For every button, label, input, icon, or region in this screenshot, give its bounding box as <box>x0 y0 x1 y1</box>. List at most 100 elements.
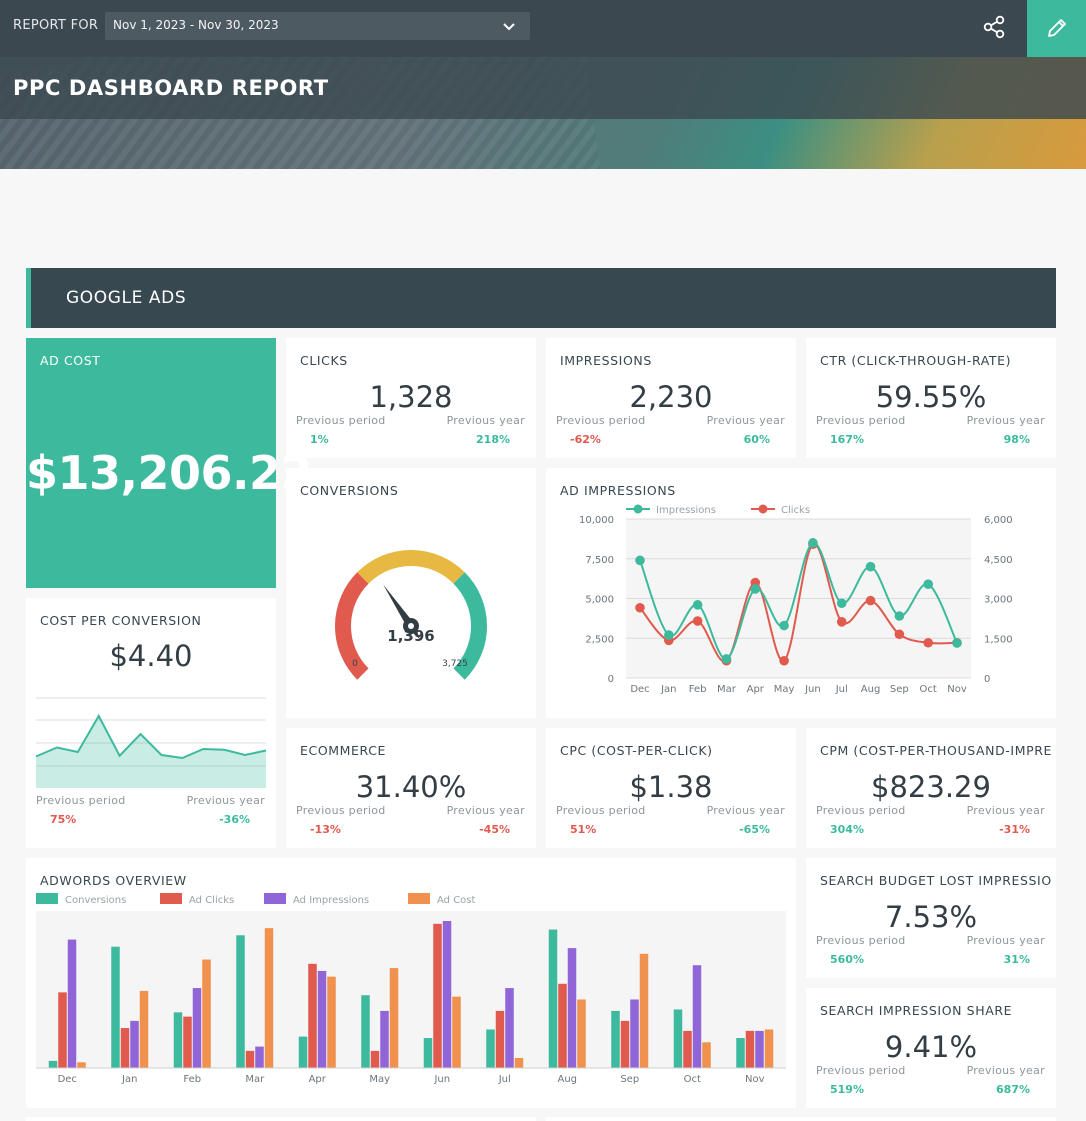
search-budget-lost-card: SEARCH BUDGET LOST IMPRESSION SHARE 7.53… <box>806 858 1056 978</box>
bar-ad-impressions <box>505 988 514 1068</box>
date-range-select[interactable]: Nov 1, 2023 - Nov 30, 2023 <box>105 12 530 40</box>
title-band <box>0 57 1086 119</box>
bar-ad-cost <box>639 953 649 1068</box>
pencil-icon <box>1048 19 1066 37</box>
data-point-impressions <box>692 600 703 610</box>
data-point-impressions <box>865 561 876 572</box>
previous-year-label: Previous year <box>966 1064 1045 1077</box>
legend-swatch <box>36 893 58 904</box>
data-point-impressions <box>808 538 818 548</box>
ad-impressions-chart: 10,000 6,000 7,500 4,500 5,000 3,000 2,500 1,50… <box>579 504 1013 695</box>
bar-ad-cost <box>139 990 149 1068</box>
x-tick-label: May <box>369 1074 390 1085</box>
previous-year-change: 687% <box>996 1083 1030 1096</box>
gauge-max-label: 3,725 <box>442 659 468 669</box>
impressions-card: IMPRESSIONS 2,230 Previous period Previo… <box>546 338 796 458</box>
previous-period-change: -13% <box>310 823 341 836</box>
data-point-impressions <box>635 555 645 566</box>
card-title: CLICKS <box>300 353 348 368</box>
bar-conversions <box>548 929 558 1068</box>
legend-marker <box>633 504 643 514</box>
card-title: COST PER CONVERSION <box>40 613 202 628</box>
kpi-value: $1.38 <box>629 770 713 804</box>
x-tick-label: Mar <box>245 1074 265 1085</box>
bar-ad-cost <box>702 1042 711 1068</box>
share-icon[interactable] <box>977 11 1011 45</box>
bar-conversions <box>423 1038 433 1068</box>
previous-year-change: 60% <box>743 433 770 446</box>
previous-year-label: Previous year <box>966 414 1045 427</box>
x-tick-label: Jan <box>660 684 676 695</box>
x-tick-label: Sep <box>620 1074 639 1085</box>
data-point-clicks <box>635 602 645 613</box>
section-title: GOOGLE ADS <box>66 288 187 308</box>
data-point-impressions <box>923 579 933 589</box>
edit-button[interactable] <box>1027 0 1086 57</box>
data-point-impressions <box>664 630 674 640</box>
gauge-red-segment <box>335 572 369 680</box>
x-tick-label: Jul <box>498 1074 511 1085</box>
bar-ad-impressions <box>67 939 77 1068</box>
bar-ad-clicks <box>308 963 317 1068</box>
y-right-tick-label: 0 <box>984 674 990 685</box>
bar-conversions <box>298 1036 308 1068</box>
card-title: SEARCH BUDGET LOST IMPRESSION SHARE <box>820 873 1052 888</box>
previous-period-change: 51% <box>570 823 597 836</box>
bar-ad-impressions <box>630 999 639 1068</box>
x-tick-label: Jun <box>433 1074 450 1085</box>
data-point-impressions <box>894 611 905 621</box>
legend-label: Ad Impressions <box>293 895 369 906</box>
date-range-value: Nov 1, 2023 - Nov 30, 2023 <box>113 18 279 32</box>
previous-period-label: Previous period <box>816 414 906 427</box>
data-point-clicks <box>865 595 876 606</box>
bar-conversions <box>673 1009 683 1068</box>
previous-year-label: Previous year <box>706 804 785 817</box>
bar-conversions <box>736 1038 745 1068</box>
x-tick-label: Jul <box>835 684 848 695</box>
bar-ad-clicks <box>620 1020 630 1068</box>
bar-ad-cost <box>452 996 461 1068</box>
y-left-tick-label: 10,000 <box>579 515 614 526</box>
previous-period-change: 167% <box>830 433 864 446</box>
y-left-tick-label: 2,500 <box>585 634 614 645</box>
bar-ad-cost <box>327 976 336 1068</box>
conversions-gauge: 1,396 0 3,725 <box>335 550 487 680</box>
bar-conversions <box>486 1029 495 1068</box>
kpi-value: 2,230 <box>629 380 713 414</box>
card-title: SEARCH IMPRESSION SHARE <box>820 1003 1013 1018</box>
previous-year-label: Previous year <box>446 414 525 427</box>
adwords-overview-chart: Conversions Ad Clicks Ad Impressions Ad Cos… <box>36 893 786 1085</box>
legend-label: Ad Cost <box>437 895 476 906</box>
cpm-card: CPM (COST-PER-THOUSAND-IMPRESSIONS) $823… <box>806 728 1056 848</box>
page-title: PPC DASHBOARD REPORT <box>13 76 329 100</box>
bar-ad-clicks <box>120 1028 130 1068</box>
ad-impressions-card: AD IMPRESSIONS 10,000 6,000 7,500 4,500 5,00… <box>546 468 1056 718</box>
previous-period-label: Previous period <box>816 1064 906 1077</box>
bar-ad-impressions <box>755 1030 764 1068</box>
bar-conversions <box>361 995 370 1068</box>
legend-label: Impressions <box>656 505 716 516</box>
area-fill <box>36 716 266 788</box>
bar-conversions <box>173 1012 183 1068</box>
card-title: CPM (COST-PER-THOUSAND-IMPRESSIONS) <box>820 743 1052 758</box>
x-tick-label: Jun <box>804 684 821 695</box>
gauge-value: 1,396 <box>387 627 434 645</box>
plot-background <box>36 911 786 1068</box>
kpi-value: 1,328 <box>369 380 453 414</box>
legend-label: Conversions <box>65 895 126 906</box>
x-tick-label: Mar <box>717 684 737 695</box>
bar-ad-impressions <box>317 970 327 1068</box>
bar-ad-cost <box>264 928 274 1068</box>
gauge-yellow-segment <box>357 550 465 584</box>
data-point-impressions <box>836 598 847 609</box>
previous-period-label: Previous period <box>296 804 386 817</box>
legend-swatch <box>160 893 182 904</box>
bar-ad-impressions <box>255 1046 264 1068</box>
ad-cost-value: $13,206.22 <box>26 446 313 500</box>
x-tick-label: Aug <box>861 684 881 695</box>
x-tick-label: Feb <box>689 684 707 695</box>
card-title: CTR (CLICK-THROUGH-RATE) <box>820 353 1012 368</box>
bar-conversions <box>611 1010 620 1068</box>
legend-marker <box>758 504 768 514</box>
x-tick-label: Dec <box>58 1074 77 1085</box>
